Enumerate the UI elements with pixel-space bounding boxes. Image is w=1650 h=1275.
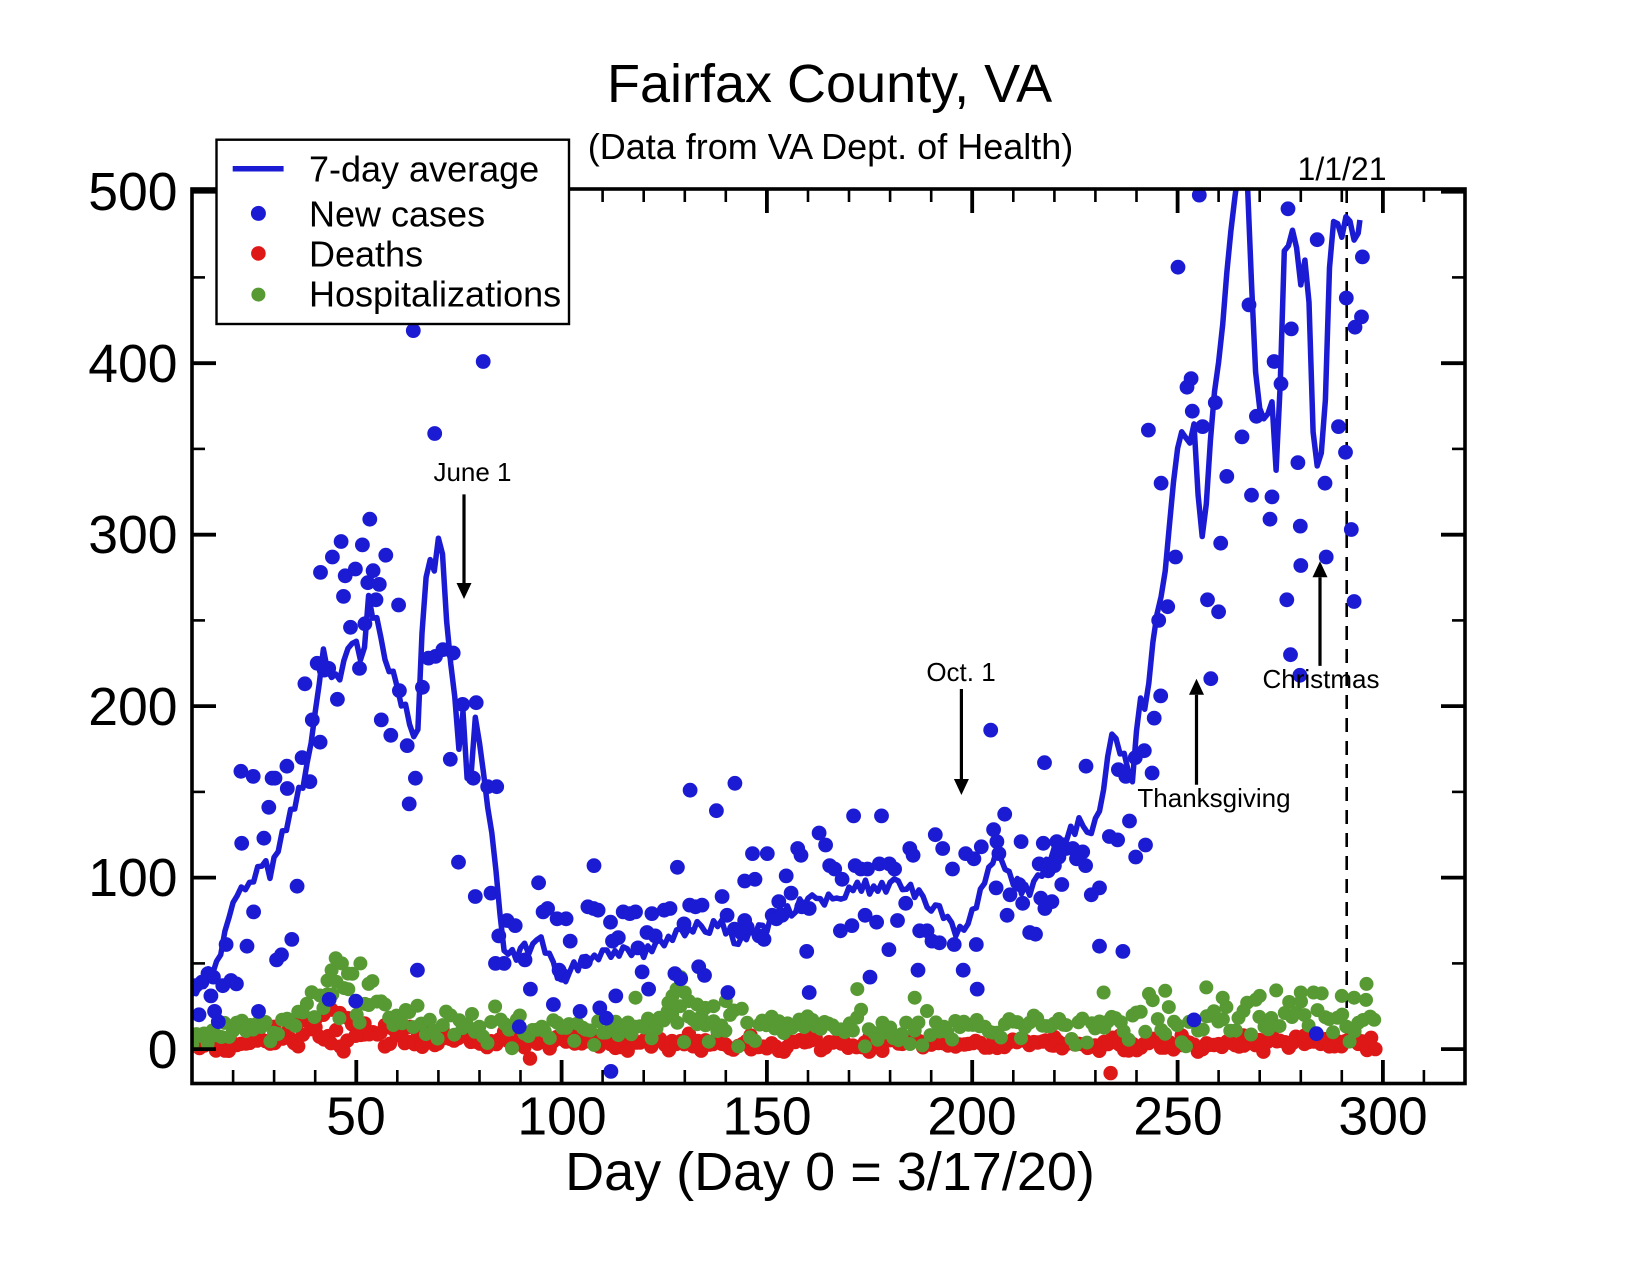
svg-text:500: 500 bbox=[88, 163, 177, 222]
svg-text:Hospitalizations: Hospitalizations bbox=[309, 274, 561, 315]
svg-text:200: 200 bbox=[927, 1088, 1016, 1147]
svg-text:(Data from VA Dept. of Health): (Data from VA Dept. of Health) bbox=[588, 126, 1074, 167]
svg-text:June 1: June 1 bbox=[433, 457, 511, 487]
svg-text:200: 200 bbox=[88, 678, 177, 737]
svg-text:Christmas: Christmas bbox=[1262, 664, 1379, 694]
svg-text:50: 50 bbox=[326, 1088, 386, 1147]
svg-text:Fairfax County, VA: Fairfax County, VA bbox=[607, 54, 1052, 114]
svg-text:Oct. 1: Oct. 1 bbox=[926, 657, 995, 687]
svg-text:300: 300 bbox=[88, 506, 177, 565]
svg-text:100: 100 bbox=[88, 849, 177, 908]
svg-text:Thanksgiving: Thanksgiving bbox=[1137, 783, 1290, 813]
svg-text:150: 150 bbox=[722, 1088, 811, 1147]
svg-text:300: 300 bbox=[1338, 1088, 1427, 1147]
svg-text:250: 250 bbox=[1133, 1088, 1222, 1147]
svg-text:400: 400 bbox=[88, 335, 177, 394]
svg-text:100: 100 bbox=[517, 1088, 606, 1147]
svg-text:0: 0 bbox=[148, 1021, 178, 1080]
svg-text:7-day average: 7-day average bbox=[309, 149, 539, 190]
svg-text:Deaths: Deaths bbox=[309, 234, 423, 275]
svg-text:Day (Day 0 = 3/17/20): Day (Day 0 = 3/17/20) bbox=[565, 1142, 1095, 1202]
svg-text:1/1/21: 1/1/21 bbox=[1298, 151, 1387, 187]
svg-text:New cases: New cases bbox=[309, 194, 485, 235]
